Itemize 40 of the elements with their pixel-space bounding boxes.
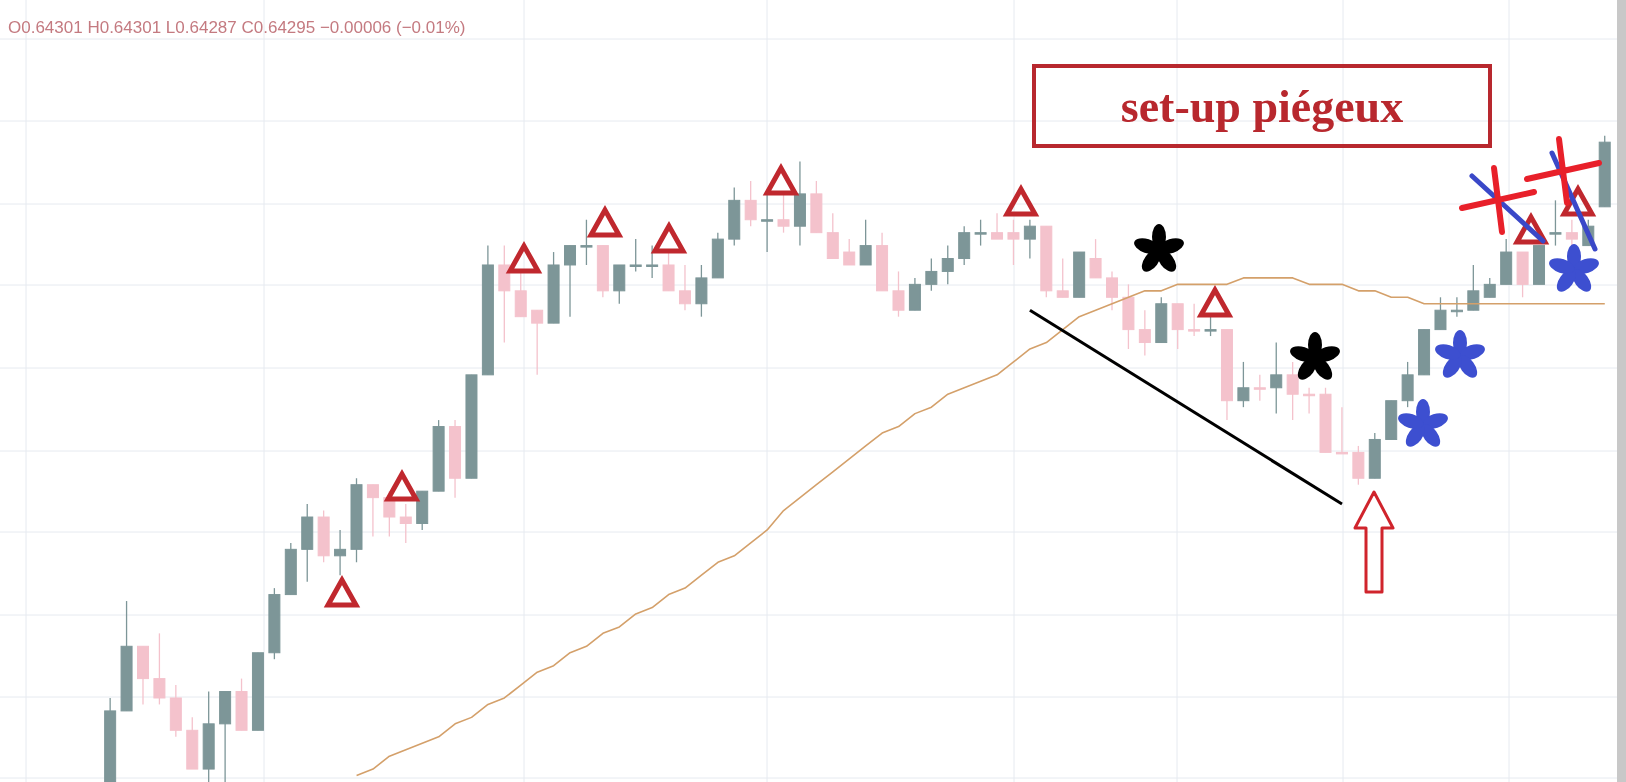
candlestick: [366, 484, 379, 538]
candlestick: [843, 238, 856, 266]
candlestick: [334, 529, 347, 576]
candlestick: [1138, 309, 1151, 357]
candlestick: [1434, 296, 1447, 331]
candlestick: [744, 180, 757, 227]
candlestick: [1056, 257, 1069, 298]
candlestick: [1335, 406, 1348, 455]
candlestick: [941, 244, 954, 286]
candlestick: [678, 264, 691, 311]
candlestick: [1007, 219, 1020, 266]
candlestick: [580, 219, 593, 266]
candlestick: [1106, 270, 1118, 311]
chart-title: set-up piégeux: [1032, 64, 1492, 148]
candlestick: [1549, 199, 1562, 247]
candlestick: [1483, 277, 1496, 298]
candlestick: [646, 244, 659, 279]
candlestick: [1023, 219, 1036, 260]
candlestick: [1286, 361, 1299, 421]
candlestick: [1565, 219, 1578, 247]
candlestick: [1237, 361, 1250, 408]
candlestick: [1089, 238, 1102, 279]
candlestick: [531, 309, 544, 376]
candlestick: [859, 219, 872, 266]
text: O0.64301 H0.64301 L0.64287 C0.64295 −0.00006 (−0.01%): [8, 18, 466, 38]
candlestick: [925, 257, 938, 292]
candlestick: [153, 632, 166, 706]
candlestick: [1467, 264, 1480, 311]
candlestick: [761, 193, 774, 253]
candlestick: [1204, 316, 1217, 337]
candlestick: [991, 212, 1004, 240]
candlestick: [777, 193, 790, 234]
candlestick: [892, 270, 905, 318]
candlestick: [1270, 341, 1283, 415]
candlestick: [1188, 303, 1201, 337]
candlestick: [1253, 374, 1266, 402]
candlestick: [974, 219, 987, 247]
candlestick: [399, 503, 412, 544]
candlestick: [564, 244, 577, 318]
candlestick: [629, 238, 642, 273]
